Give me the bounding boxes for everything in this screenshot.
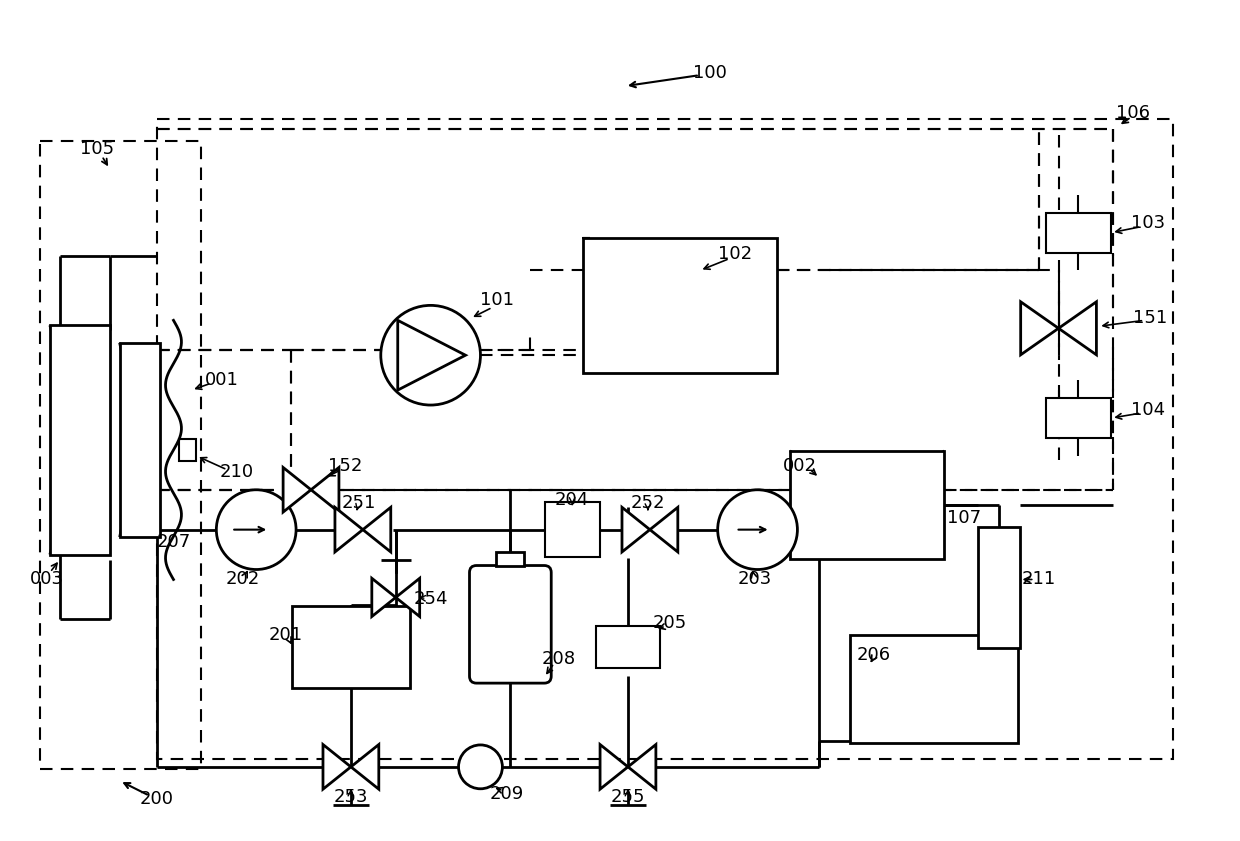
FancyBboxPatch shape xyxy=(470,565,552,683)
Text: 106: 106 xyxy=(1116,104,1151,122)
Text: 205: 205 xyxy=(652,614,687,632)
Bar xyxy=(179,439,196,461)
Text: 209: 209 xyxy=(490,785,523,803)
Text: 100: 100 xyxy=(693,64,727,82)
Polygon shape xyxy=(622,507,650,552)
Text: 001: 001 xyxy=(205,371,238,389)
Bar xyxy=(851,635,1018,743)
Polygon shape xyxy=(396,579,419,616)
Polygon shape xyxy=(600,744,627,789)
Text: 253: 253 xyxy=(334,788,368,806)
Bar xyxy=(156,119,1173,759)
Text: 206: 206 xyxy=(857,646,892,664)
Text: 151: 151 xyxy=(1133,309,1167,327)
Text: 211: 211 xyxy=(1022,570,1055,589)
Text: 200: 200 xyxy=(140,790,174,807)
Text: 203: 203 xyxy=(738,570,771,589)
Bar xyxy=(293,606,409,688)
Text: 003: 003 xyxy=(30,570,64,589)
Text: 251: 251 xyxy=(342,494,376,511)
Bar xyxy=(1047,398,1111,438)
Polygon shape xyxy=(351,744,378,789)
Circle shape xyxy=(216,489,296,569)
Bar xyxy=(544,502,600,557)
Polygon shape xyxy=(650,507,678,552)
Text: 201: 201 xyxy=(269,627,303,644)
Text: 104: 104 xyxy=(1131,401,1166,419)
Text: 002: 002 xyxy=(782,457,816,475)
Text: 208: 208 xyxy=(541,650,575,669)
Bar xyxy=(1047,213,1111,252)
Bar xyxy=(119,343,160,537)
Polygon shape xyxy=(372,579,396,616)
Text: 255: 255 xyxy=(611,788,645,806)
Polygon shape xyxy=(322,744,351,789)
Polygon shape xyxy=(363,507,391,552)
Text: 103: 103 xyxy=(1131,214,1166,231)
Polygon shape xyxy=(335,507,363,552)
Bar xyxy=(790,451,945,558)
Text: 210: 210 xyxy=(219,463,253,481)
Text: 107: 107 xyxy=(947,509,981,526)
Polygon shape xyxy=(398,320,465,390)
Circle shape xyxy=(381,305,480,405)
Text: 202: 202 xyxy=(226,570,260,589)
Polygon shape xyxy=(1021,302,1059,355)
Text: 254: 254 xyxy=(413,590,448,608)
Bar xyxy=(496,552,525,565)
Circle shape xyxy=(718,489,797,569)
Text: 252: 252 xyxy=(631,494,665,511)
Text: 102: 102 xyxy=(718,245,751,262)
Bar xyxy=(978,526,1019,648)
Text: 204: 204 xyxy=(556,491,589,509)
Bar xyxy=(50,325,109,554)
Bar xyxy=(40,141,201,769)
Text: 101: 101 xyxy=(480,291,515,309)
Circle shape xyxy=(459,745,502,789)
Bar xyxy=(583,238,777,373)
Polygon shape xyxy=(627,744,656,789)
Polygon shape xyxy=(283,468,311,512)
Text: 207: 207 xyxy=(156,532,191,551)
Bar xyxy=(595,627,661,669)
Text: 152: 152 xyxy=(327,457,362,475)
Text: 105: 105 xyxy=(79,140,114,158)
Polygon shape xyxy=(311,468,339,512)
Polygon shape xyxy=(1059,302,1096,355)
